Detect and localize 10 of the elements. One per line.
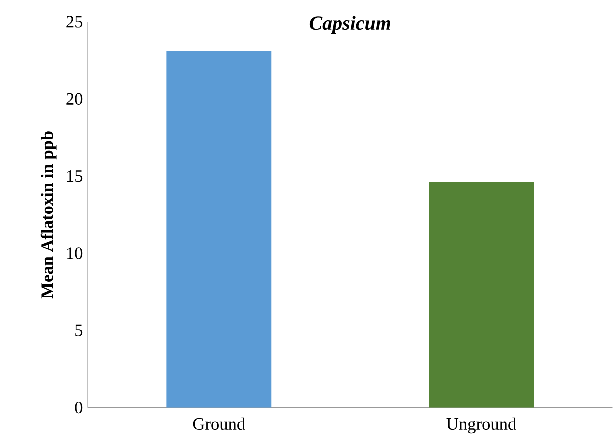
y-tick-label: 10 [67,248,83,260]
x-tick-label: Unground [446,418,516,434]
y-axis-title: Mean Aflatoxin in ppb [40,132,57,299]
y-tick-label: 15 [67,170,83,182]
x-tick-label: Ground [193,418,246,430]
y-tick-label: 0 [75,402,83,414]
y-tick-label: 20 [66,93,83,106]
y-tick-label: 25 [66,16,83,28]
y-tick-label: 5 [76,324,83,336]
chart-title: Capsicum [310,16,390,34]
